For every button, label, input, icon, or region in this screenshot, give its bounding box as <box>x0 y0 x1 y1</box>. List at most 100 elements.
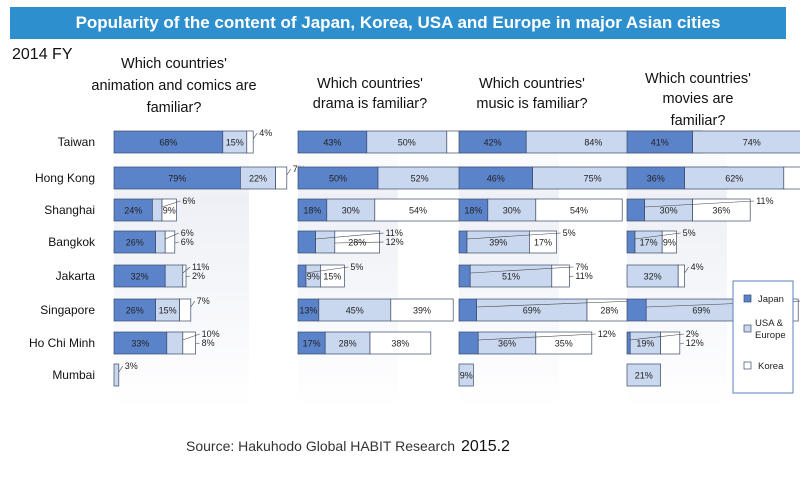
data-label-korea-singapore: 7% <box>197 296 210 306</box>
data-label-usa-europe-singapore: 45% <box>346 306 364 316</box>
panel-title-line: animation and comics are <box>91 78 256 94</box>
category-label-ho-chi-minh: Ho Chi Minh <box>29 336 95 350</box>
category-label-jakarta: Jakarta <box>56 269 96 283</box>
bar-korea-jakarta <box>320 264 345 288</box>
bar-korea-ho-chi-minh <box>660 331 681 355</box>
leader-line <box>470 266 574 274</box>
data-label-japan-ho-chi-minh: 17% <box>303 339 321 349</box>
bar-korea-ho-chi-minh <box>535 331 593 355</box>
leader-line <box>478 333 596 341</box>
data-label-korea-singapore: 28% <box>600 306 618 316</box>
data-label-usa-europe-jakarta: 51% <box>502 272 520 282</box>
data-label-usa-europe-jakarta: 11% <box>192 262 209 272</box>
bar-korea-jakarta <box>677 264 685 288</box>
source-date: 2015.2 <box>461 438 510 455</box>
data-label-japan-shanghai: 18% <box>464 206 482 216</box>
legend-swatch-korea <box>743 361 752 370</box>
data-label-japan-hong-kong: 46% <box>487 174 505 184</box>
category-label-taiwan: Taiwan <box>58 135 95 149</box>
data-label-japan-bangkok: 11% <box>386 228 403 238</box>
leader-line <box>252 132 258 140</box>
leader-line <box>182 333 200 341</box>
bar-usa-europe-mumbai <box>458 363 474 387</box>
legend: Japan USA &Europe Korea <box>732 280 794 394</box>
data-label-japan-taiwan: 41% <box>651 138 669 148</box>
data-label-korea-jakarta: 11% <box>575 271 592 281</box>
data-label-usa-europe-taiwan: 15% <box>226 138 244 148</box>
data-label-japan-shanghai: 11% <box>756 196 773 206</box>
panel-title-line: Which countries' <box>645 71 751 87</box>
data-label-usa-europe-singapore: 69% <box>523 306 541 316</box>
panel-title-line: Which countries' <box>479 76 585 92</box>
category-label-shanghai: Shanghai <box>44 203 95 217</box>
data-label-korea-jakarta: 2% <box>192 271 205 281</box>
bar-korea-bangkok <box>164 230 176 254</box>
leader-line <box>174 241 179 244</box>
bar-korea-hong-kong <box>275 166 288 190</box>
data-label-usa-europe-ho-chi-minh: 36% <box>498 339 516 349</box>
data-label-korea-shanghai: 36% <box>712 206 730 216</box>
data-label-usa-europe-ho-chi-minh: 10% <box>202 329 220 339</box>
data-label-korea-jakarta: 15% <box>323 272 341 282</box>
data-label-usa-europe-taiwan: 84% <box>584 138 602 148</box>
bar-japan-ho-chi-minh <box>626 331 631 355</box>
data-label-usa-europe-hong-kong: 52% <box>411 174 429 184</box>
data-label-usa-europe-taiwan: 74% <box>743 138 761 148</box>
data-label-usa-europe-shanghai: 30% <box>342 206 360 216</box>
bar-japan-singapore <box>458 298 477 322</box>
data-label-usa-europe-ho-chi-minh: 28% <box>339 339 357 349</box>
bar-japan-jakarta <box>458 264 471 288</box>
data-label-usa-europe-taiwan: 50% <box>398 138 416 148</box>
data-label-korea-ho-chi-minh: 12% <box>686 338 704 348</box>
leader-line <box>182 266 191 274</box>
bar-korea-shanghai <box>535 198 623 222</box>
bar-japan-bangkok <box>458 230 468 254</box>
bar-usa-europe-bangkok <box>155 230 166 254</box>
data-label-japan-taiwan: 43% <box>323 138 341 148</box>
panel-2: Which countries' drama is familiar? 43% 50%… <box>297 76 560 410</box>
bar-korea-ho-chi-minh <box>182 331 196 355</box>
data-label-japan-bangkok: 5% <box>683 228 696 238</box>
legend-label-korea: Korea <box>758 361 784 372</box>
data-label-usa-europe-hong-kong: 62% <box>725 174 743 184</box>
data-label-usa-europe-bangkok: 6% <box>181 228 194 238</box>
source-note: Source: Hakuhodo Global HABIT Research 20… <box>186 438 510 456</box>
data-label-japan-singapore: 13% <box>299 306 317 316</box>
data-label-korea-singapore: 39% <box>413 306 431 316</box>
data-label-japan-hong-kong: 50% <box>329 174 347 184</box>
leader-line <box>286 168 292 176</box>
bar-usa-europe-mumbai <box>626 363 661 387</box>
data-label-usa-europe-bangkok: 39% <box>489 238 507 248</box>
bar-japan-ho-chi-minh <box>458 331 479 355</box>
leader-line <box>684 266 689 274</box>
bar-korea-jakarta <box>551 264 570 288</box>
leader-line <box>185 275 191 278</box>
panel-title-line: familiar? <box>147 100 202 116</box>
bar-korea-jakarta <box>182 264 187 288</box>
panel-title-line: drama is familiar? <box>313 96 427 112</box>
category-label-hong-kong: Hong Kong <box>35 171 95 185</box>
bar-japan-bangkok <box>626 230 636 254</box>
leader-line <box>569 275 574 278</box>
panel-1: Which countries' animation and comics are… <box>91 56 306 410</box>
bar-korea-hong-kong <box>783 166 800 190</box>
fiscal-year-label: 2014 FY <box>12 46 73 63</box>
bar-korea-ho-chi-minh <box>369 331 432 355</box>
bar-usa-europe-ho-chi-minh <box>166 331 184 355</box>
data-label-usa-europe-bangkok: 12% <box>386 237 404 247</box>
data-label-korea-ho-chi-minh: 38% <box>391 339 409 349</box>
leader-line <box>679 342 684 345</box>
category-label-singapore: Singapore <box>40 303 95 317</box>
panel-3: Which countries' music is familiar? 42% 84%… <box>458 76 729 410</box>
data-label-korea-ho-chi-minh: 35% <box>555 339 573 349</box>
data-label-japan-shanghai: 18% <box>303 206 321 216</box>
data-label-korea-shanghai: 9% <box>163 206 176 216</box>
leader-line <box>334 241 384 244</box>
legend-swatch-usa-europe <box>743 324 752 333</box>
data-label-usa-europe-jakarta: 9% <box>307 272 320 282</box>
data-label-japan-taiwan: 42% <box>484 138 502 148</box>
bar-japan-shanghai <box>626 198 645 222</box>
data-label-japan-ho-chi-minh: 12% <box>598 329 616 339</box>
page-title: Popularity of the content of Japan, Kore… <box>10 7 786 39</box>
data-label-japan-bangkok: 5% <box>563 228 576 238</box>
